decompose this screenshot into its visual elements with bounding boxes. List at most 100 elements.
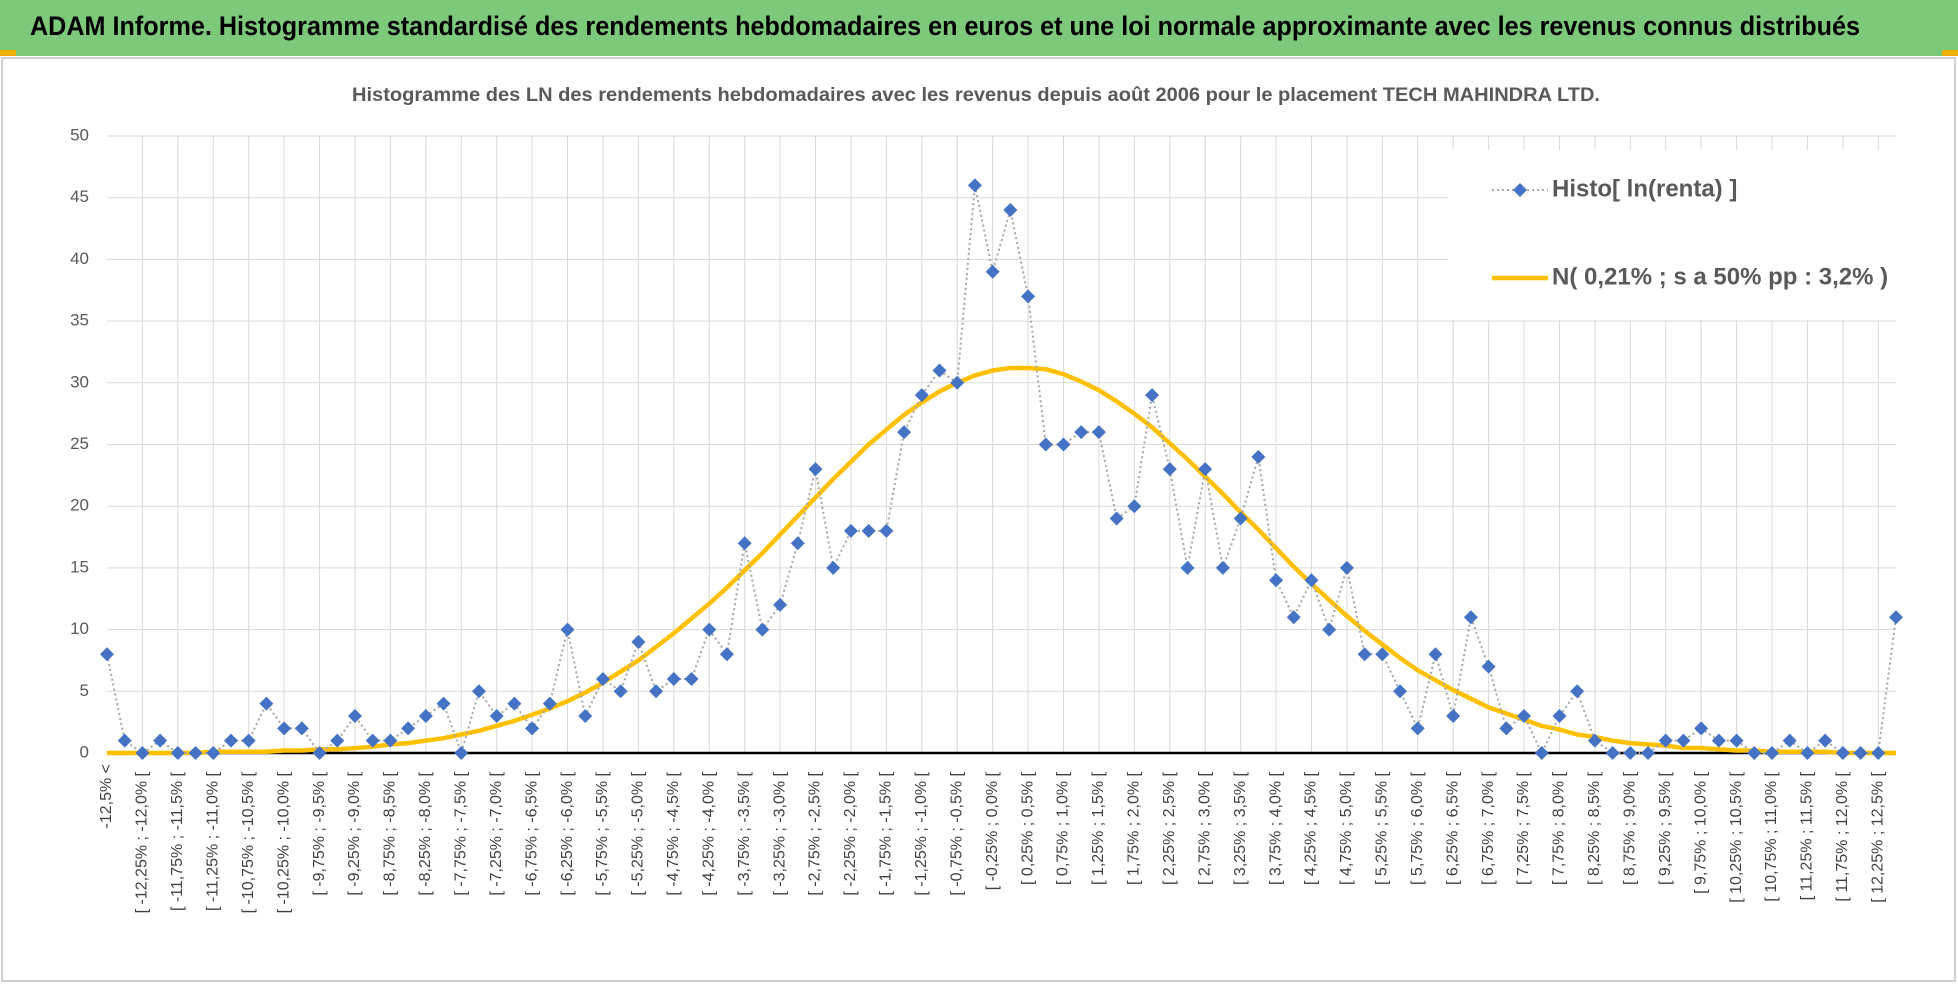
histo-marker [294, 721, 309, 736]
y-tick-label: 45 [70, 187, 89, 206]
y-tick-label: 50 [70, 125, 89, 144]
x-tick-label: [ 0,25% ; 0,5% [ [1019, 771, 1036, 885]
corner [1942, 50, 1958, 56]
histo-marker [170, 746, 185, 760]
x-tick-label: [ 11,25% ; 11,5% [ [1799, 771, 1816, 900]
histo-marker [719, 647, 734, 662]
histo-marker [684, 671, 699, 686]
histo-marker [1215, 560, 1230, 575]
x-tick-label: [ -4,25% ; -4,0% [ [700, 771, 717, 895]
x-tick-label: [ -2,75% ; -2,5% [ [807, 771, 824, 895]
histo-marker [1251, 449, 1266, 464]
x-tick-label: [ 9,25% ; 9,5% [ [1657, 771, 1674, 885]
histo-marker [1446, 708, 1461, 723]
x-tick-label: [ -4,75% ; -4,5% [ [665, 771, 682, 895]
x-tick-label: [ 8,75% ; 9,0% [ [1622, 771, 1639, 885]
x-tick-label: [ -1,75% ; -1,5% [ [878, 771, 895, 895]
histo-marker [188, 746, 203, 760]
x-tick-label: [ -6,25% ; -6,0% [ [559, 771, 576, 895]
histo-marker [507, 696, 522, 711]
x-tick-label: [ 2,25% ; 2,5% [ [1161, 771, 1178, 885]
histo-marker [241, 733, 256, 748]
histo-marker [1552, 708, 1567, 723]
corner [0, 50, 16, 56]
histo-marker [223, 733, 238, 748]
y-tick-label: 0 [80, 742, 89, 761]
histo-marker [330, 733, 345, 748]
histo-marker [790, 536, 805, 551]
x-tick-label: [ 12,25% ; 12,5% [ [1870, 771, 1887, 902]
x-tick-label: -12,5% < [98, 764, 115, 828]
histo-marker [1729, 733, 1744, 748]
histo-marker [1286, 610, 1301, 625]
histo-marker [1375, 647, 1390, 662]
y-tick-label: 40 [70, 249, 89, 268]
y-tick-label: 5 [80, 681, 89, 700]
histo-marker [1322, 622, 1337, 637]
histo-marker [117, 733, 132, 748]
legend-label: Histo[ ln(renta) ] [1552, 175, 1737, 202]
histo-marker [1534, 746, 1549, 760]
histo-marker [932, 363, 947, 378]
histo-marker [1835, 746, 1850, 760]
histo-marker [755, 622, 770, 637]
chart-title: Histogramme des LN des rendements hebdom… [352, 85, 1600, 106]
histo-marker [773, 597, 788, 612]
histo-marker [649, 684, 664, 699]
x-tick-label: [ -10,75% ; -10,5% [ [240, 771, 257, 913]
x-tick-label: [ -11,25% ; -11,0% [ [204, 771, 221, 911]
histo-marker [365, 733, 380, 748]
histo-marker [1747, 746, 1762, 760]
histo-marker [808, 462, 823, 477]
histo-marker [418, 708, 433, 723]
y-tick-label: 30 [70, 372, 89, 391]
histo-marker [1676, 733, 1691, 748]
histo-marker [914, 388, 929, 403]
histo-marker [489, 708, 504, 723]
histo-marker [525, 721, 540, 736]
histo-marker [1641, 746, 1656, 760]
x-tick-label: [ 5,25% ; 5,5% [ [1374, 771, 1391, 885]
histo-marker [1145, 388, 1160, 403]
legend-box [1448, 150, 1896, 320]
histo-marker [1162, 462, 1177, 477]
histo-marker [1570, 684, 1585, 699]
histo-marker [897, 425, 912, 440]
histo-marker [1074, 425, 1089, 440]
histo-marker [666, 671, 681, 686]
histo-marker [861, 523, 876, 538]
histo-marker [100, 647, 114, 662]
histo-marker [401, 721, 416, 736]
header-bar [0, 0, 1958, 56]
histo-marker [1818, 733, 1833, 748]
y-tick-label: 15 [70, 557, 89, 576]
histo-marker [879, 523, 894, 538]
x-tick-label: [ -0,75% ; -0,5% [ [948, 771, 965, 895]
x-tick-label: [ -5,25% ; -5,0% [ [630, 771, 647, 895]
histo-marker [1800, 746, 1815, 760]
histo-marker [1393, 684, 1408, 699]
histo-marker [1180, 560, 1195, 575]
x-tick-label: [ 0,75% ; 1,0% [ [1055, 771, 1072, 885]
histo-marker [1357, 647, 1372, 662]
histo-marker [1428, 647, 1443, 662]
histo-marker [347, 708, 362, 723]
histo-marker [595, 671, 610, 686]
y-tick-label: 10 [70, 619, 89, 638]
x-tick-label: [ 1,75% ; 2,0% [ [1126, 771, 1143, 885]
x-tick-label: [ -3,25% ; -3,0% [ [771, 771, 788, 895]
histo-marker [843, 523, 858, 538]
legend-marker [1513, 183, 1527, 197]
y-tick-label: 25 [70, 434, 89, 453]
x-tick-label: [ -10,25% ; -10,0% [ [275, 771, 292, 913]
x-tick-label: [ -7,25% ; -7,0% [ [488, 771, 505, 895]
histo-marker [631, 634, 646, 649]
histo-marker [1021, 289, 1036, 304]
histo-marker [153, 733, 168, 748]
x-tick-label: [ 8,25% ; 8,5% [ [1586, 771, 1603, 885]
histo-marker [1339, 560, 1354, 575]
histo-marker [1499, 721, 1514, 736]
x-tick-label: [ -3,75% ; -3,5% [ [736, 771, 753, 895]
x-tick-label: [ -6,75% ; -6,5% [ [523, 771, 540, 895]
histo-marker [1623, 746, 1638, 760]
